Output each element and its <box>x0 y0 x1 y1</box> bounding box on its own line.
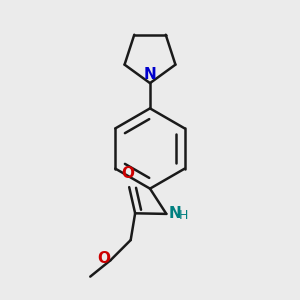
Text: N: N <box>169 206 182 221</box>
Text: N: N <box>144 67 156 82</box>
Text: O: O <box>121 166 134 181</box>
Text: H: H <box>179 209 188 222</box>
Text: O: O <box>98 251 110 266</box>
